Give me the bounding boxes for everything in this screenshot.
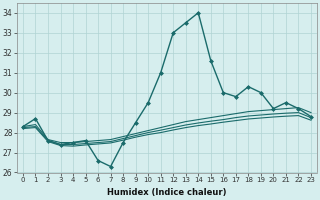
X-axis label: Humidex (Indice chaleur): Humidex (Indice chaleur) [107,188,227,197]
